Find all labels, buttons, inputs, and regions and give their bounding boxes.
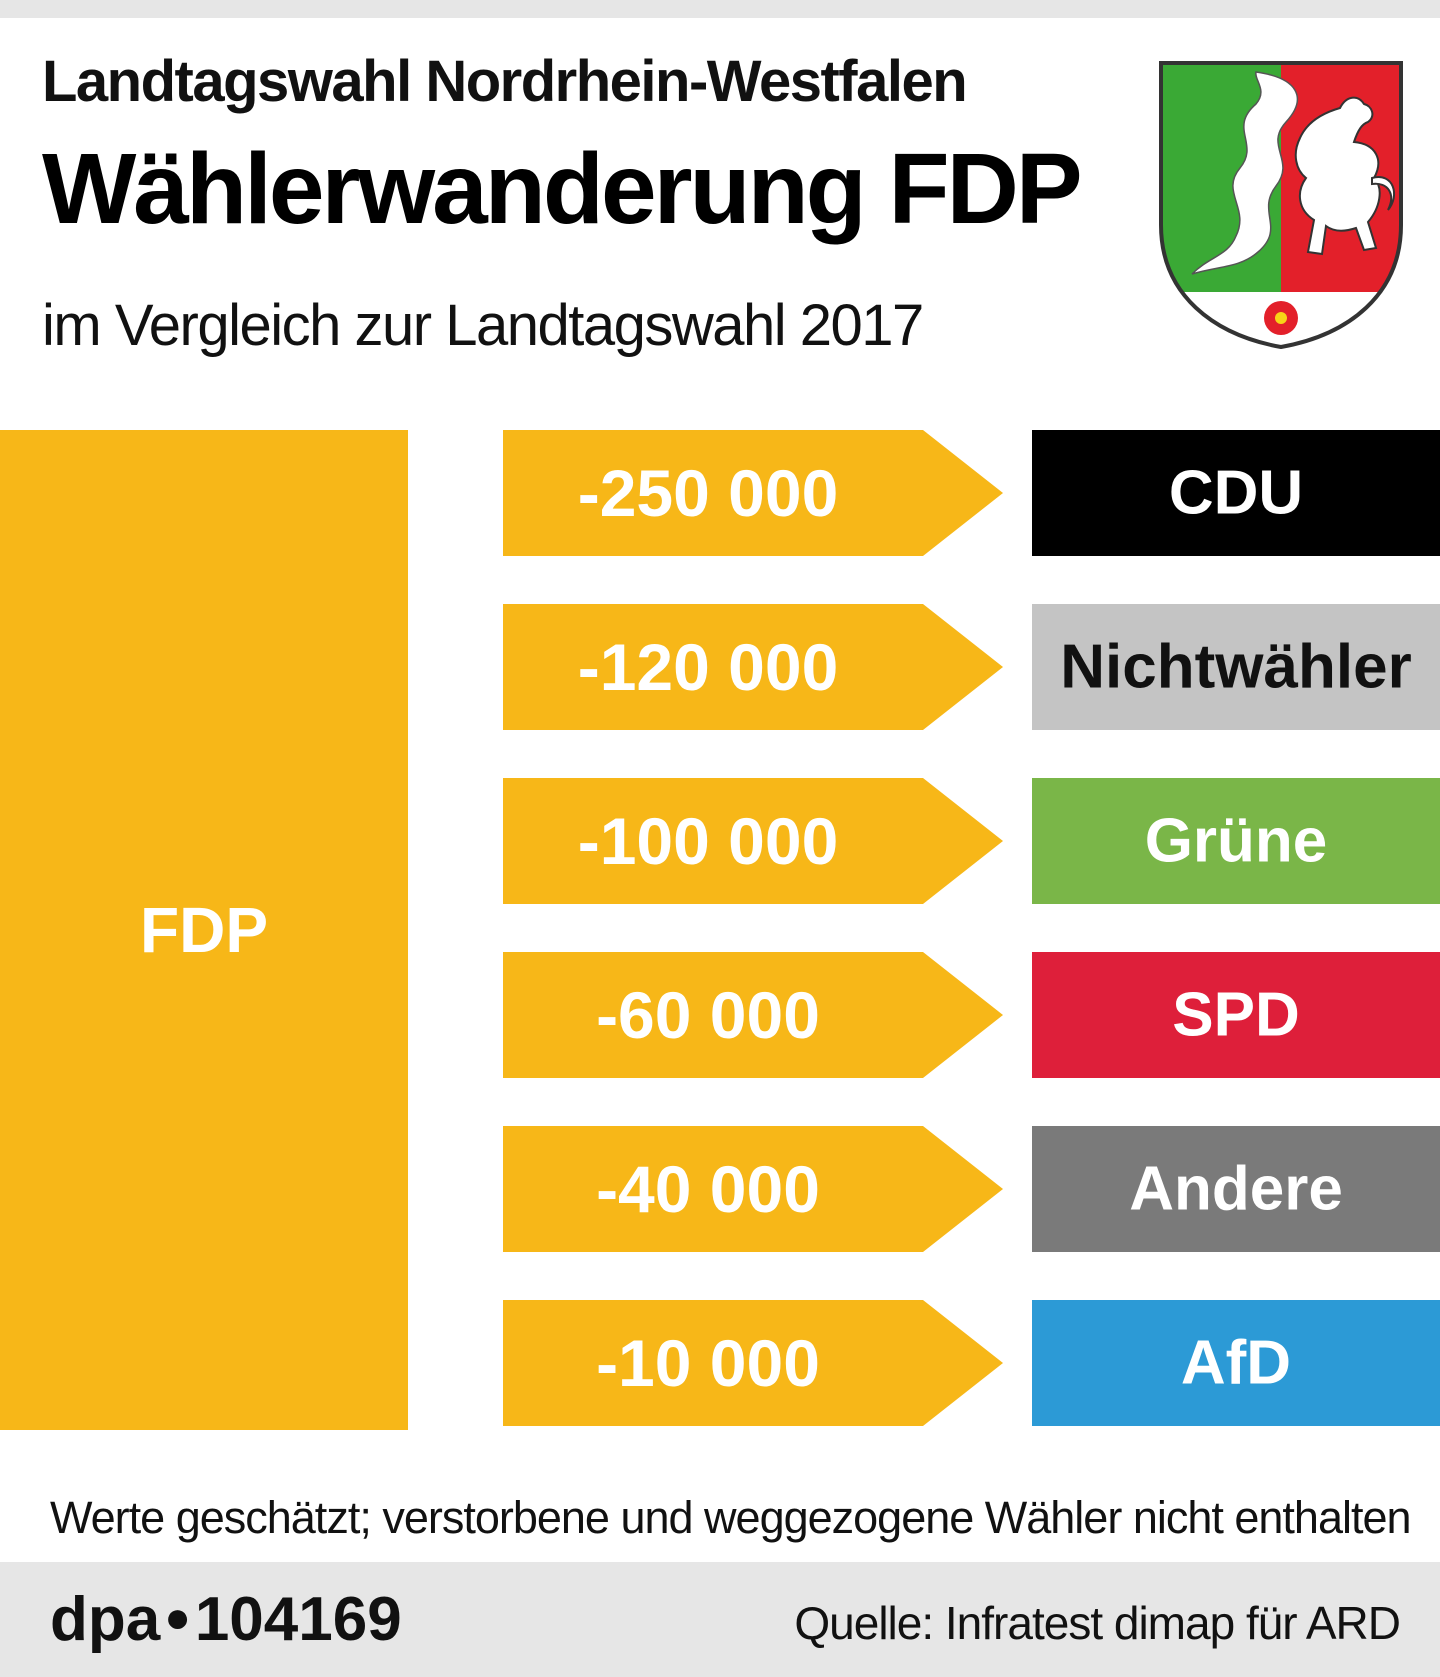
flow-arrow-spd <box>503 952 1003 1078</box>
coat-of-arms-icon <box>1159 61 1403 350</box>
bottom-band <box>0 1562 1440 1677</box>
party-label-cdu: CDU <box>1169 459 1303 528</box>
flow-value-grne: -100 000 <box>578 804 839 878</box>
party-box-nichtwhler <box>1032 604 1440 730</box>
flow-value-cdu: -250 000 <box>578 456 839 530</box>
party-box-afd <box>1032 1300 1440 1426</box>
flow-arrow-afd <box>503 1300 1003 1426</box>
flow-arrow-andere <box>503 1126 1003 1252</box>
flow-value-spd: -60 000 <box>596 978 820 1052</box>
chart-title: Wählerwanderung FDP <box>42 133 1083 245</box>
party-label-andere: Andere <box>1129 1155 1343 1224</box>
top-band <box>0 0 1440 18</box>
bullet-dot-icon: ● <box>164 1593 191 1642</box>
agency-id: dpa●104169 <box>50 1584 402 1655</box>
party-label-afd: AfD <box>1181 1329 1291 1398</box>
party-box-andere <box>1032 1126 1440 1252</box>
party-box-grne <box>1032 778 1440 904</box>
graphic-id: 104169 <box>194 1585 402 1654</box>
footnote: Werte geschätzt; verstorbene und weggezo… <box>50 1492 1412 1543</box>
party-box-spd <box>1032 952 1440 1078</box>
flow-arrow-grne <box>503 778 1003 904</box>
party-label-spd: SPD <box>1172 981 1299 1050</box>
chart-subtitle: im Vergleich zur Landtagswahl 2017 <box>42 293 924 358</box>
chart-supertitle: Landtagswahl Nordrhein-Westfalen <box>42 49 968 114</box>
flow-arrow-nichtwhler <box>503 604 1003 730</box>
source-credit: Quelle: Infratest dimap für ARD <box>794 1597 1401 1649</box>
party-label-nichtwhler: Nichtwähler <box>1060 633 1411 702</box>
agency-name: dpa <box>50 1585 161 1654</box>
flow-value-andere: -40 000 <box>596 1152 820 1226</box>
voter-flow-chart: FDP -250 000 CDU -120 000 Nichtwähler -100 0… <box>0 430 1440 1430</box>
flow-arrow-cdu <box>503 430 1003 556</box>
party-label-grne: Grüne <box>1145 807 1328 876</box>
party-box-cdu <box>1032 430 1440 556</box>
flow-value-afd: -10 000 <box>596 1326 820 1400</box>
source-bar-fdp <box>0 430 408 1430</box>
source-label-fdp: FDP <box>140 894 268 966</box>
flow-value-nichtwhler: -120 000 <box>578 630 839 704</box>
